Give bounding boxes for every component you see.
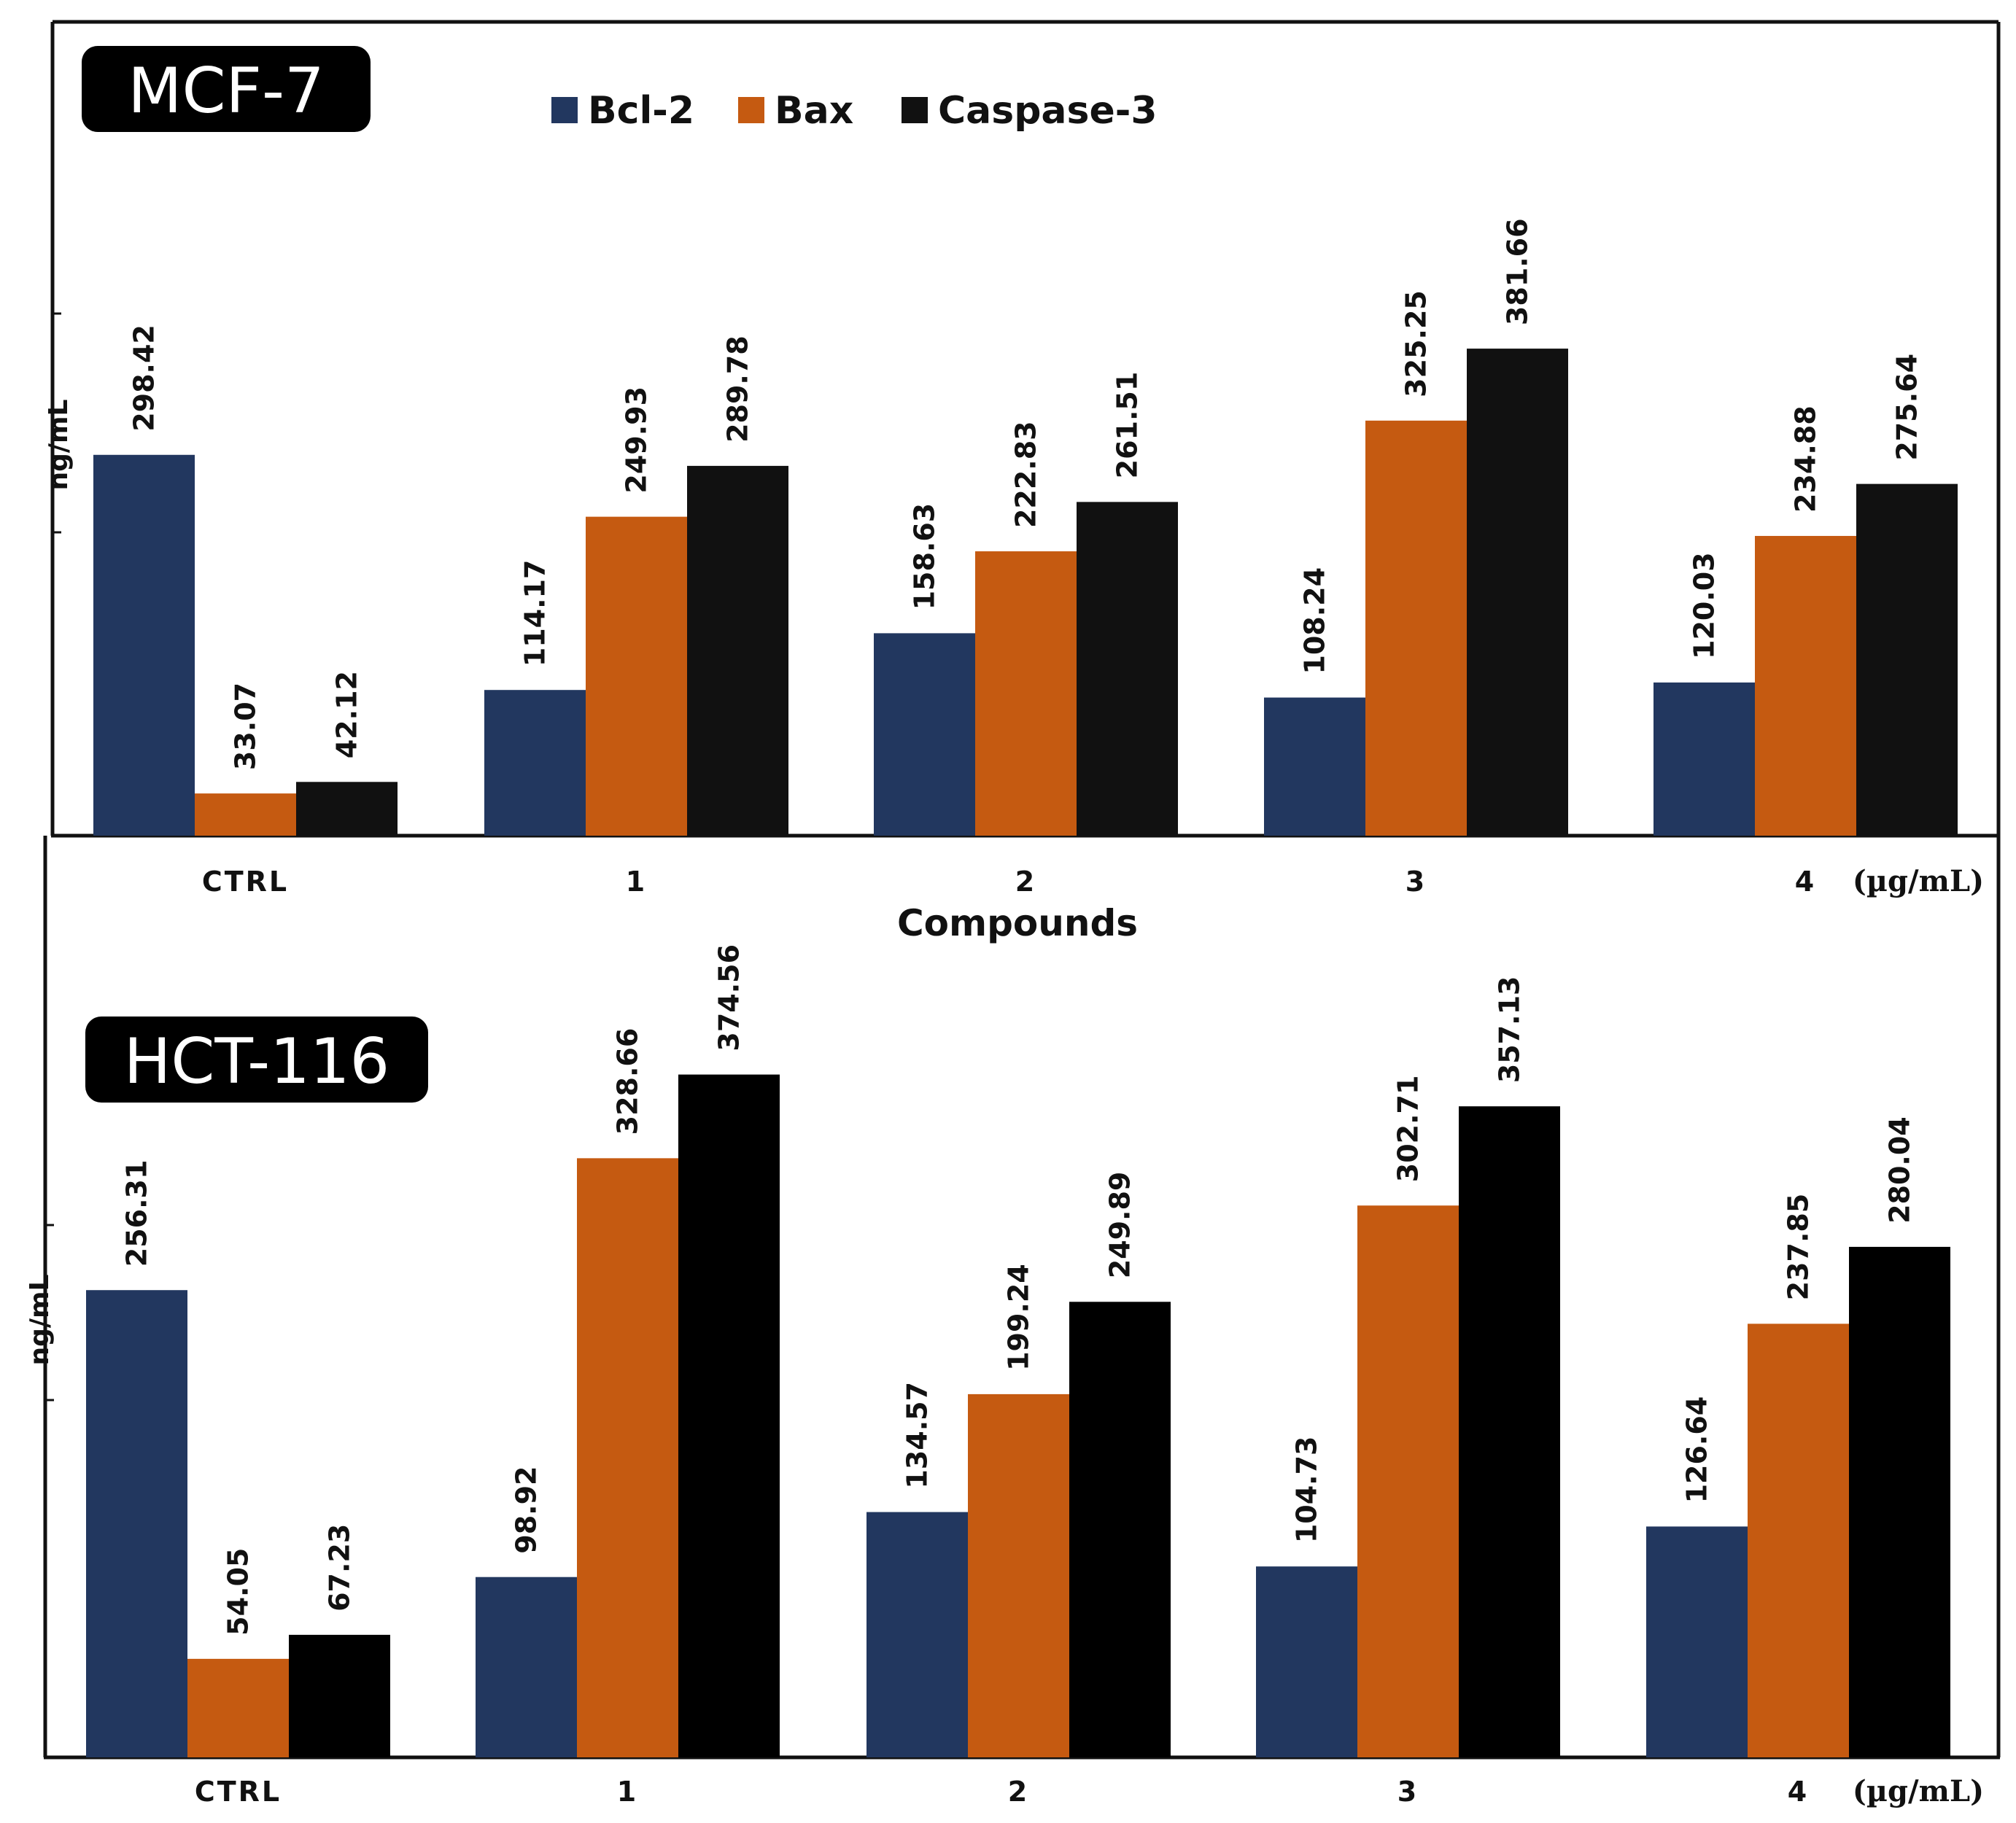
x-tick-label-3: 3 xyxy=(1397,1776,1419,1808)
legend: Bcl-2 Bax Caspase-3 xyxy=(551,89,1158,133)
value-label-bcl2-1: 98.92 xyxy=(511,1466,543,1553)
value-label-bax-2: 199.24 xyxy=(1003,1264,1035,1371)
value-label-caspase3-4: 280.04 xyxy=(1884,1116,1916,1224)
hct116-badge: HCT-116 xyxy=(85,1017,428,1103)
value-label-bax-3: 325.25 xyxy=(1400,290,1432,397)
panel-hct116-value-labels: 256.31 54.05 67.23 98.92 328.66 374.56 134.57 1… xyxy=(121,944,1916,1636)
bar-caspase3-4 xyxy=(1856,483,1958,836)
legend-item-bax: Bax xyxy=(738,89,853,133)
legend-label-caspase3: Caspase-3 xyxy=(938,89,1158,133)
hct116-badge-title: HCT-116 xyxy=(124,1025,390,1098)
bar-bcl2-1 xyxy=(476,1577,577,1757)
panel-mcf7-bars xyxy=(93,349,1958,836)
value-label-bax-3: 302.71 xyxy=(1392,1076,1424,1183)
value-label-bax-ctrl: 54.05 xyxy=(222,1548,255,1636)
bar-bax-1 xyxy=(586,516,687,836)
mcf7-badge: MCF-7 xyxy=(82,46,371,132)
value-label-bcl2-2: 134.57 xyxy=(902,1382,934,1489)
panel-mcf7-y-label: ng/mL xyxy=(44,400,74,491)
legend-label-bcl2: Bcl-2 xyxy=(588,89,694,133)
bar-caspase3-3 xyxy=(1459,1106,1560,1757)
value-label-caspase3-3: 381.66 xyxy=(1502,218,1534,325)
panel-mcf7: ng/mL MCF-7 Bcl-2 Bax Caspase-3 298.4233… xyxy=(44,22,2000,944)
bar-bax-ctrl xyxy=(187,1658,289,1757)
value-label-bcl2-ctrl: 256.31 xyxy=(121,1160,153,1267)
bar-bax-ctrl xyxy=(195,793,296,836)
value-label-caspase3-3: 357.13 xyxy=(1494,976,1526,1084)
value-label-bcl2-3: 104.73 xyxy=(1291,1437,1323,1544)
value-label-bcl2-4: 120.03 xyxy=(1689,552,1721,659)
bar-bax-3 xyxy=(1365,420,1467,836)
bar-bcl2-2 xyxy=(867,1512,968,1757)
x-tick-label-2: 2 xyxy=(1015,866,1036,898)
x-axis-title: Compounds xyxy=(897,902,1138,944)
value-label-bax-4: 234.88 xyxy=(1790,405,1822,513)
x-tick-label-4: 4 xyxy=(1795,866,1816,898)
bar-caspase3-4 xyxy=(1849,1246,1950,1757)
value-label-bcl2-2: 158.63 xyxy=(909,503,941,610)
bar-bax-1 xyxy=(577,1158,678,1757)
bar-bcl2-3 xyxy=(1256,1566,1357,1757)
bar-caspase3-2 xyxy=(1077,502,1178,836)
bar-bax-3 xyxy=(1357,1205,1459,1757)
value-label-bax-4: 237.85 xyxy=(1783,1194,1815,1301)
value-label-caspase3-ctrl: 67.23 xyxy=(324,1524,356,1612)
x-tick-label-1: 1 xyxy=(626,866,647,898)
bar-caspase3-1 xyxy=(678,1074,780,1757)
bar-bcl2-ctrl xyxy=(93,454,195,836)
value-label-bcl2-1: 114.17 xyxy=(519,560,551,667)
bar-caspase3-ctrl xyxy=(289,1634,390,1757)
bar-bax-2 xyxy=(975,551,1077,836)
bar-bax-4 xyxy=(1748,1323,1849,1757)
value-label-caspase3-1: 289.78 xyxy=(722,335,754,443)
x-tick-label-4: 4 xyxy=(1788,1776,1809,1808)
legend-label-bax: Bax xyxy=(775,89,853,133)
value-label-caspase3-4: 275.64 xyxy=(1891,354,1923,461)
bar-caspase3-1 xyxy=(687,465,788,836)
bar-bcl2-ctrl xyxy=(86,1290,187,1757)
value-label-bcl2-ctrl: 298.42 xyxy=(128,324,160,432)
value-label-caspase3-2: 249.89 xyxy=(1104,1172,1136,1279)
bar-caspase3-3 xyxy=(1467,349,1568,836)
x-tick-label-3: 3 xyxy=(1406,866,1427,898)
bar-bcl2-2 xyxy=(874,633,975,836)
value-label-caspase3-2: 261.51 xyxy=(1112,372,1144,479)
bar-bcl2-4 xyxy=(1646,1526,1748,1757)
legend-swatch-bcl2 xyxy=(551,97,578,123)
panel-mcf7-value-labels: 298.42 33.07 42.12 114.17 249.93 289.78 158.63… xyxy=(128,218,1923,770)
legend-item-caspase3: Caspase-3 xyxy=(902,89,1158,133)
legend-swatch-bax xyxy=(738,97,764,123)
value-label-caspase3-ctrl: 42.12 xyxy=(331,671,363,758)
bar-bcl2-4 xyxy=(1653,682,1755,836)
x-tick-label-ctrl: CTRL xyxy=(202,866,289,898)
bar-bcl2-3 xyxy=(1264,697,1365,836)
value-label-bax-2: 222.83 xyxy=(1010,421,1042,528)
panel-hct116-x-ticks: CTRL 1 2 3 4 xyxy=(195,1776,1809,1808)
value-label-bax-1: 328.66 xyxy=(612,1028,644,1135)
panel-hct116-bars xyxy=(86,1074,1950,1757)
x-tick-label-2: 2 xyxy=(1008,1776,1029,1808)
panel-hct116: ng/mL HCT-116 256.31 54.05 67.23 98.92 328.6… xyxy=(25,836,2000,1808)
panel-hct116-unit-label: (µg/mL) xyxy=(1853,1774,1984,1808)
bar-caspase3-ctrl xyxy=(296,782,398,836)
value-label-bcl2-3: 108.24 xyxy=(1299,567,1331,675)
bar-bax-2 xyxy=(968,1394,1069,1757)
panel-mcf7-unit-label: (µg/mL) xyxy=(1853,864,1984,898)
x-tick-label-1: 1 xyxy=(617,1776,638,1808)
mcf7-badge-title: MCF-7 xyxy=(128,55,324,128)
legend-swatch-caspase3 xyxy=(902,97,928,123)
bar-caspase3-2 xyxy=(1069,1302,1171,1757)
bar-bax-4 xyxy=(1755,535,1856,836)
figure-frame xyxy=(53,20,2001,1757)
value-label-bax-ctrl: 33.07 xyxy=(230,683,262,770)
legend-item-bcl2: Bcl-2 xyxy=(551,89,694,133)
x-tick-label-ctrl: CTRL xyxy=(195,1776,282,1808)
value-label-bax-1: 249.93 xyxy=(621,386,653,494)
bar-bcl2-1 xyxy=(484,690,586,836)
panel-hct116-y-label: ng/mL xyxy=(25,1275,55,1366)
value-label-caspase3-1: 374.56 xyxy=(713,944,745,1052)
value-label-bcl2-4: 126.64 xyxy=(1681,1396,1713,1504)
panel-mcf7-x-ticks: CTRL 1 2 3 4 xyxy=(202,866,1816,898)
